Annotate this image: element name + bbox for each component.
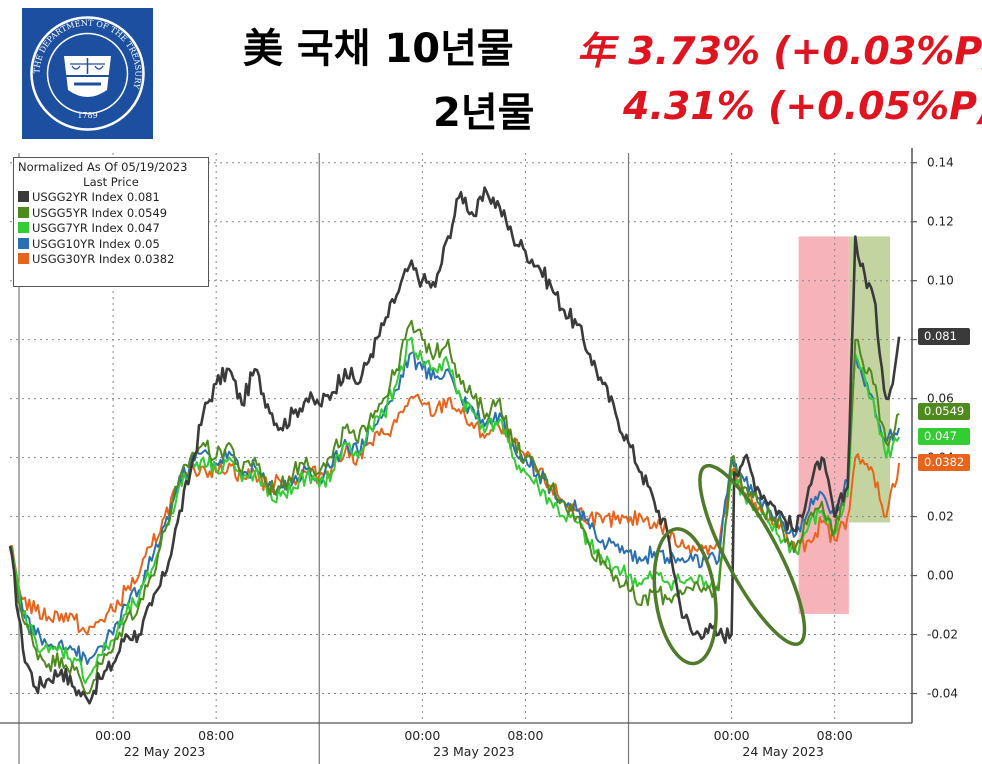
x-date-label: 23 May 2023 <box>433 744 515 759</box>
series-line-usgg5yr-index <box>9 319 900 695</box>
x-tick-label: 08:00 <box>507 728 543 743</box>
legend-swatch <box>18 206 29 218</box>
y-tick-label: 0.06 <box>927 392 954 406</box>
legend-label: USGG2YR Index 0.081 <box>32 190 160 204</box>
y-tick-label: -0.02 <box>927 628 958 642</box>
legend-label: USGG10YR Index 0.05 <box>32 236 160 251</box>
bond-yield-chart: -0.04-0.020.000.020.040.060.080.100.120.… <box>0 148 982 764</box>
legend-label: USGG5YR Index 0.0549 <box>32 205 168 220</box>
legend-item: USGG30YR Index 0.0382 <box>18 252 204 268</box>
y-tick-label: 0.12 <box>927 215 954 229</box>
series-line-usgg30yr-index <box>10 393 901 636</box>
y-tick-label: 0.14 <box>927 156 954 170</box>
x-tick-label: 00:00 <box>404 728 440 743</box>
legend-item: USGG7YR Index 0.047 <box>18 221 204 237</box>
highlight-band-1 <box>798 236 849 614</box>
legend-swatch <box>18 253 29 264</box>
headline-2y-value: 4.31% (+0.05%P) <box>623 84 982 128</box>
annotation-ellipse-1 <box>652 527 718 666</box>
y-tick-label: 0.10 <box>927 274 954 288</box>
legend-label: USGG30YR Index 0.0382 <box>32 252 175 266</box>
series-line-usgg2yr-index <box>8 186 901 705</box>
chart-canvas: -0.04-0.020.000.020.040.060.080.100.120.… <box>0 148 958 764</box>
legend-subtitle: Last Price <box>83 175 139 189</box>
legend-item: USGG10YR Index 0.05 <box>18 237 204 253</box>
seal-year-text: 1789 <box>77 111 97 120</box>
last-value-tag-usgg7yr-index: 0.047 <box>918 428 970 446</box>
headline-10y-value: 年 3.73% (+0.03%P) <box>577 29 982 73</box>
chart-legend: Normalized As Of 05/19/2023 Last Price U… <box>13 157 209 287</box>
treasury-seal-logo: THE DEPARTMENT OF THE TREASURY 1789 <box>22 8 153 139</box>
last-value-tag-usgg2yr-index: 0.081 <box>918 328 970 346</box>
y-tick-label: 0.02 <box>927 510 954 524</box>
legend-item: USGG2YR Index 0.081 <box>18 190 204 206</box>
headline-10y-label: 美 국채 10년물 <box>243 26 514 72</box>
x-date-label: 22 May 2023 <box>124 744 206 759</box>
headline-2y-label: 2년물 <box>433 90 535 136</box>
legend-swatch <box>18 191 29 202</box>
x-tick-label: 08:00 <box>817 728 853 743</box>
last-value-tag-usgg30yr-index: 0.0382 <box>918 454 970 472</box>
y-tick-label: 0.00 <box>927 569 954 583</box>
legend-swatch <box>18 237 29 249</box>
legend-title: Normalized As Of 05/19/2023 <box>18 160 188 174</box>
legend-item: USGG5YR Index 0.0549 <box>18 206 204 222</box>
x-tick-label: 00:00 <box>95 728 131 743</box>
header-banner: THE DEPARTMENT OF THE TREASURY 1789 美 국채… <box>0 0 982 148</box>
y-tick-label: -0.04 <box>927 687 958 701</box>
x-tick-label: 08:00 <box>198 728 234 743</box>
last-value-tag-usgg5yr-index: 0.0549 <box>918 403 970 421</box>
legend-label: USGG7YR Index 0.047 <box>32 221 160 235</box>
x-date-label: 24 May 2023 <box>742 744 824 759</box>
legend-swatch <box>18 222 29 233</box>
x-tick-label: 00:00 <box>714 728 750 743</box>
seal-graphic: THE DEPARTMENT OF THE TREASURY 1789 <box>30 16 145 131</box>
annotation-ellipse-2 <box>698 463 807 647</box>
